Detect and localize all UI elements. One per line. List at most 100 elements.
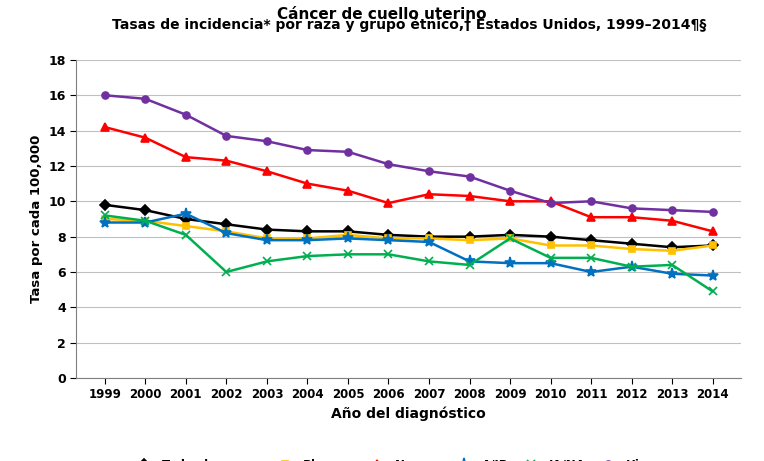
Negras — [141, 135, 150, 141]
X-axis label: Año del diagnóstico: Año del diagnóstico — [332, 407, 486, 421]
Legend: Todas las razas, Blancas, Negras, A/IP, IA/NA, Hispanas: Todas las razas, Blancas, Negras, A/IP, … — [127, 454, 691, 461]
Todas las razas — [262, 227, 271, 232]
Todas las razas — [506, 232, 515, 238]
Hispanas — [425, 169, 434, 174]
Blancas — [627, 246, 636, 252]
Hispanas — [668, 207, 677, 213]
Negras — [100, 124, 109, 130]
Text: Cáncer de cuello uterino: Cáncer de cuello uterino — [277, 7, 487, 22]
Hispanas — [303, 148, 312, 153]
Negras — [708, 229, 717, 234]
Blancas — [181, 223, 190, 229]
Hispanas — [222, 133, 231, 139]
Todas las razas — [627, 241, 636, 247]
A/IP — [262, 237, 271, 243]
Line: IA/NA: IA/NA — [101, 211, 717, 296]
Todas las razas — [708, 242, 717, 248]
Hispanas — [181, 112, 190, 118]
IA/NA — [587, 255, 596, 260]
A/IP — [141, 220, 150, 225]
A/IP — [587, 269, 596, 275]
A/IP — [100, 220, 109, 225]
Negras — [546, 199, 555, 204]
IA/NA — [343, 252, 352, 257]
Todas las razas — [343, 229, 352, 234]
Hispanas — [465, 174, 474, 179]
Todas las razas — [668, 244, 677, 250]
A/IP — [506, 260, 515, 266]
A/IP — [546, 260, 555, 266]
A/IP — [181, 211, 190, 216]
Negras — [222, 158, 231, 164]
Todas las razas — [303, 229, 312, 234]
Todas las razas — [181, 216, 190, 222]
A/IP — [303, 237, 312, 243]
Negras — [668, 218, 677, 224]
A/IP — [384, 237, 393, 243]
Todas las razas — [141, 207, 150, 213]
IA/NA — [668, 262, 677, 268]
Todas las razas — [100, 202, 109, 207]
Negras — [303, 181, 312, 186]
Blancas — [668, 248, 677, 254]
Blancas — [546, 242, 555, 248]
Negras — [627, 214, 636, 220]
A/IP — [668, 271, 677, 277]
Blancas — [343, 232, 352, 238]
Line: Negras: Negras — [101, 123, 717, 236]
Negras — [384, 200, 393, 206]
Blancas — [303, 236, 312, 241]
IA/NA — [262, 259, 271, 264]
IA/NA — [100, 213, 109, 218]
IA/NA — [546, 255, 555, 260]
Blancas — [384, 236, 393, 241]
Hispanas — [141, 96, 150, 101]
A/IP — [425, 239, 434, 245]
Negras — [506, 199, 515, 204]
IA/NA — [506, 236, 515, 241]
Negras — [343, 188, 352, 194]
IA/NA — [303, 254, 312, 259]
Negras — [465, 193, 474, 199]
Hispanas — [708, 209, 717, 215]
IA/NA — [141, 218, 150, 224]
Blancas — [506, 236, 515, 241]
Hispanas — [587, 199, 596, 204]
Hispanas — [343, 149, 352, 154]
A/IP — [465, 259, 474, 264]
IA/NA — [465, 262, 474, 268]
Todas las razas — [384, 232, 393, 238]
Y-axis label: Tasa por cada 100,000: Tasa por cada 100,000 — [30, 135, 43, 303]
Hispanas — [262, 138, 271, 144]
Blancas — [262, 236, 271, 241]
Blancas — [222, 229, 231, 234]
Hispanas — [100, 93, 109, 98]
Hispanas — [546, 200, 555, 206]
IA/NA — [708, 289, 717, 294]
IA/NA — [425, 259, 434, 264]
Blancas — [587, 242, 596, 248]
Blancas — [425, 236, 434, 241]
IA/NA — [181, 232, 190, 238]
Blancas — [141, 218, 150, 224]
Hispanas — [506, 188, 515, 194]
Negras — [425, 191, 434, 197]
Todas las razas — [546, 234, 555, 239]
IA/NA — [384, 252, 393, 257]
Todas las razas — [222, 222, 231, 227]
Line: Hispanas: Hispanas — [102, 92, 716, 215]
A/IP — [627, 264, 636, 269]
IA/NA — [627, 264, 636, 269]
Negras — [587, 214, 596, 220]
Blancas — [708, 242, 717, 248]
Line: Todas las razas: Todas las razas — [102, 201, 716, 251]
Line: A/IP: A/IP — [99, 208, 718, 281]
Line: Blancas: Blancas — [102, 215, 716, 254]
A/IP — [708, 273, 717, 278]
Blancas — [465, 237, 474, 243]
A/IP — [222, 230, 231, 236]
IA/NA — [222, 269, 231, 275]
Todas las razas — [587, 237, 596, 243]
Todas las razas — [425, 234, 434, 239]
Hispanas — [627, 206, 636, 211]
